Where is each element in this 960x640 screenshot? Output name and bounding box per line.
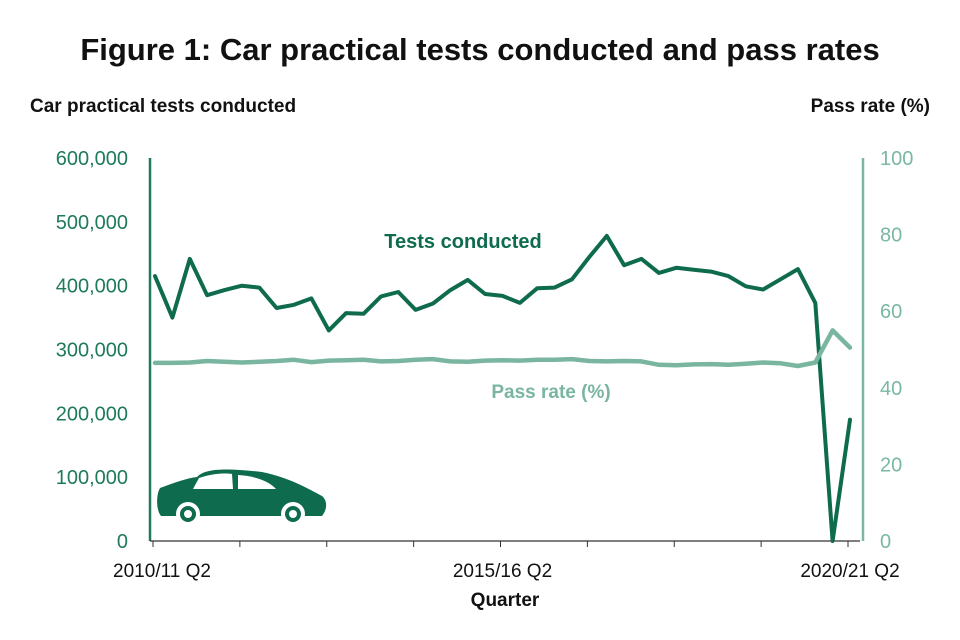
y-axis-left-title: Car practical tests conducted xyxy=(30,96,297,117)
y-tick-left-label: 200,000 xyxy=(56,403,128,425)
x-tick-label: 2020/21 Q2 xyxy=(800,561,899,582)
y-tick-left-label: 400,000 xyxy=(56,276,128,298)
x-tick-label: 2015/16 Q2 xyxy=(453,561,552,582)
y-tick-left-label: 500,000 xyxy=(56,212,128,234)
x-axis-title: Quarter xyxy=(471,590,540,611)
x-tick-label: 2010/11 Q2 xyxy=(113,561,211,582)
y-tick-right-label: 20 xyxy=(880,454,902,476)
y-tick-right-label: 60 xyxy=(880,301,902,323)
series-label-tests-conducted: Tests conducted xyxy=(384,231,541,253)
y-tick-right-label: 100 xyxy=(880,148,913,170)
series-line-pass-rate xyxy=(152,328,853,369)
y-tick-right-label: 40 xyxy=(880,378,902,400)
y-axis-right-title: Pass rate (%) xyxy=(810,96,930,117)
chart-title: Figure 1: Car practical tests conducted … xyxy=(80,32,880,67)
series-label-pass-rate: Pass rate (%) xyxy=(491,382,610,403)
y-tick-right-label: 80 xyxy=(880,225,902,247)
car-icon xyxy=(157,469,327,526)
y-tick-left-label: 600,000 xyxy=(56,148,128,170)
y-tick-left-label: 0 xyxy=(117,531,128,553)
y-tick-left-label: 300,000 xyxy=(56,340,128,362)
y-tick-right-label: 0 xyxy=(880,531,891,553)
y-tick-left-label: 100,000 xyxy=(56,467,128,489)
